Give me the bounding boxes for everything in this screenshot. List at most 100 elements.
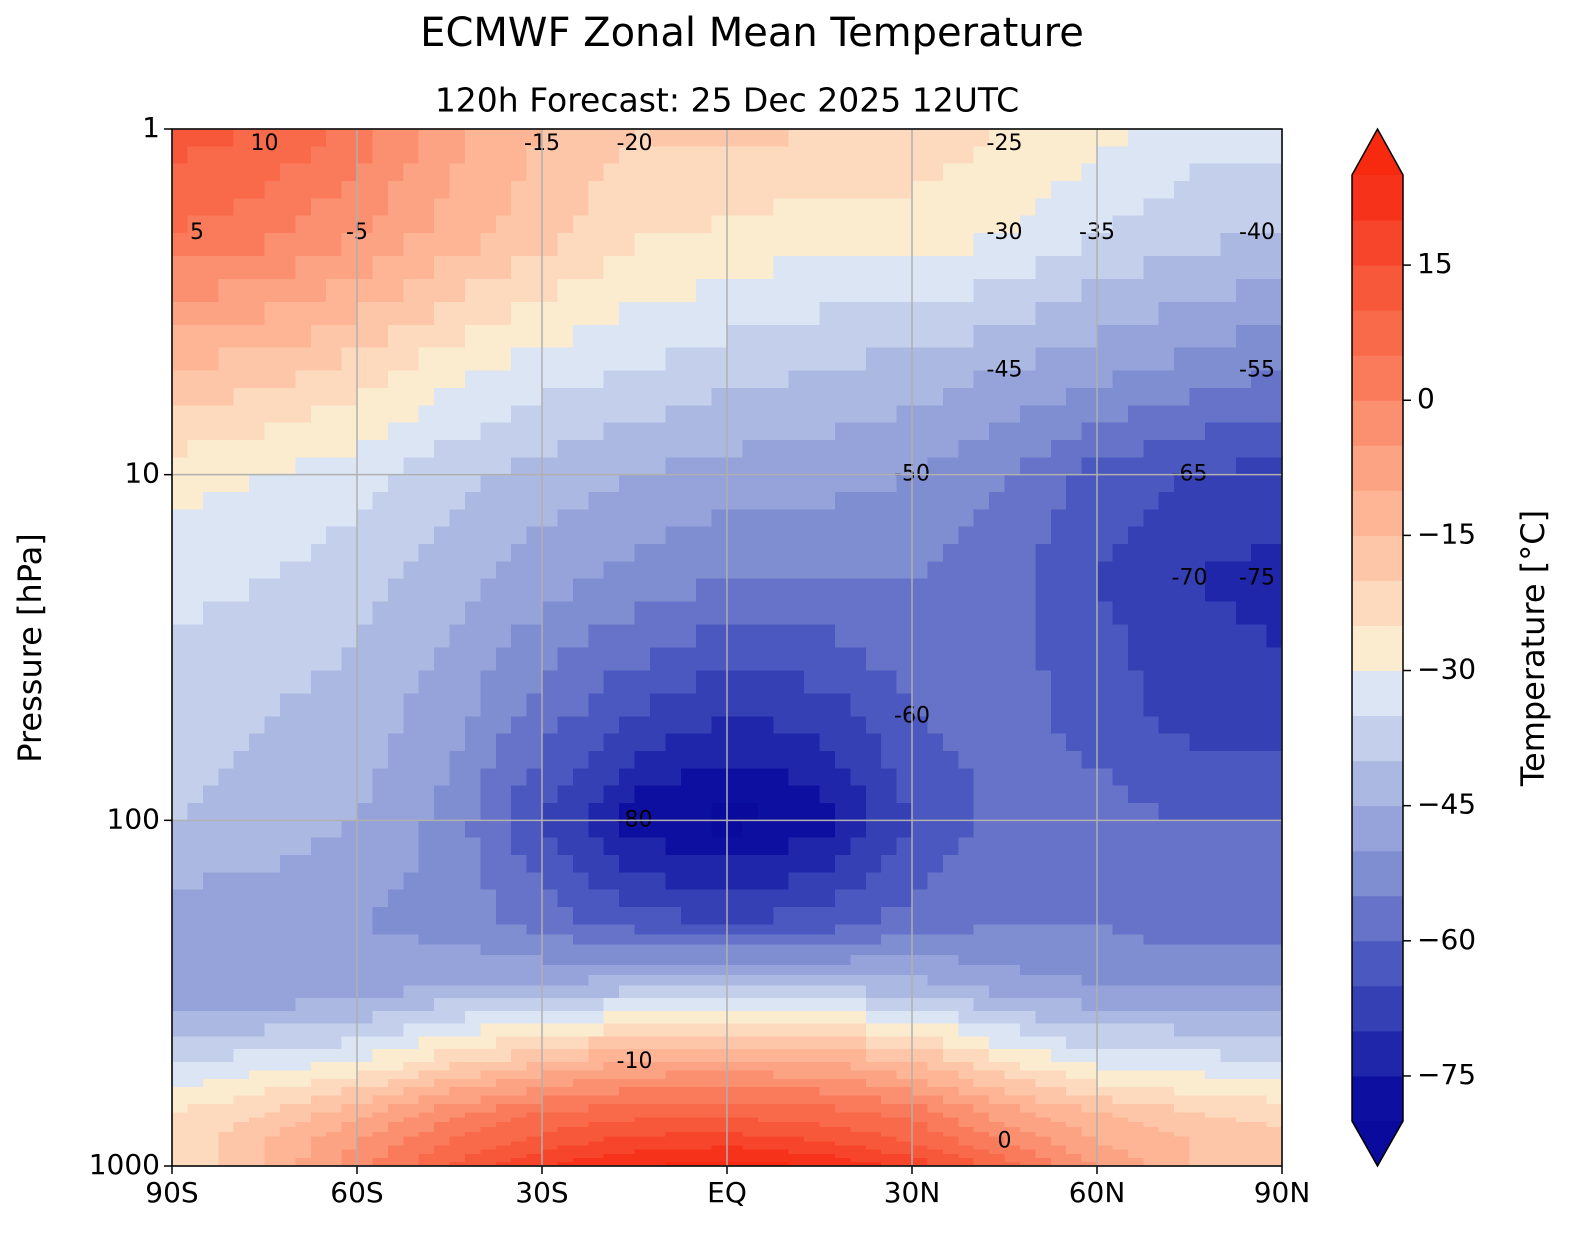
field-cell	[572, 1104, 589, 1114]
field-cell	[187, 370, 204, 389]
field-cell	[218, 278, 235, 303]
field-cell	[958, 670, 975, 694]
field-cell	[742, 647, 759, 672]
field-cell	[1019, 387, 1036, 406]
field-cell	[958, 1104, 975, 1114]
field-cell	[1066, 837, 1083, 856]
field-cell	[727, 964, 744, 976]
field-cell	[804, 1087, 821, 1097]
field-cell	[279, 1078, 296, 1088]
field-cell	[958, 1136, 975, 1143]
field-cell	[989, 1036, 1006, 1050]
field-cell	[1189, 647, 1206, 672]
field-cell	[958, 181, 975, 199]
field-cell	[665, 492, 682, 510]
field-cell	[1235, 1112, 1252, 1118]
field-cell	[1189, 998, 1206, 1012]
field-cell	[603, 872, 620, 891]
field-cell	[1143, 934, 1160, 946]
field-cell	[804, 820, 821, 839]
field-cell	[834, 733, 851, 752]
field-cell	[942, 1136, 959, 1143]
field-cell	[279, 1153, 296, 1159]
field-cell	[1097, 324, 1114, 349]
field-cell	[634, 750, 651, 769]
field-cell	[310, 1104, 327, 1114]
field-cell	[1019, 1095, 1036, 1105]
field-cell	[264, 624, 281, 649]
field-cell	[634, 347, 651, 372]
field-cell	[526, 1061, 543, 1071]
field-cell	[279, 492, 296, 510]
field-cell	[233, 1141, 250, 1147]
field-cell	[1035, 785, 1052, 804]
field-cell	[958, 578, 975, 603]
field-cell	[233, 422, 250, 441]
field-cell	[773, 750, 790, 769]
field-cell	[619, 872, 636, 891]
field-cell	[603, 1095, 620, 1105]
field-cell	[1204, 872, 1221, 891]
field-cell	[187, 1104, 204, 1114]
field-cell	[1004, 1117, 1021, 1123]
field-cell	[912, 439, 929, 458]
field-cell	[495, 1131, 512, 1138]
field-cell	[495, 457, 512, 476]
field-cell	[372, 1023, 389, 1037]
field-cell	[819, 1131, 836, 1138]
field-cell	[634, 1131, 651, 1138]
field-cell	[172, 872, 189, 891]
field-cell	[696, 578, 713, 603]
field-cell	[1251, 544, 1268, 562]
field-cell	[249, 964, 266, 976]
field-cell	[1143, 889, 1160, 908]
field-cell	[865, 601, 882, 626]
field-cell	[958, 1117, 975, 1123]
field-cell	[649, 255, 666, 280]
field-cell	[1050, 934, 1067, 946]
field-cell	[202, 768, 219, 787]
field-cell	[357, 324, 374, 349]
field-cell	[711, 944, 728, 956]
field-cell	[1066, 474, 1083, 493]
field-cell	[279, 998, 296, 1012]
field-cell	[449, 670, 466, 694]
field-cell	[233, 1136, 250, 1143]
field-cell	[1174, 129, 1191, 147]
field-cell	[557, 233, 574, 257]
field-cell	[680, 934, 697, 946]
field-cell	[773, 907, 790, 925]
field-cell	[1081, 1023, 1098, 1037]
field-cell	[572, 181, 589, 199]
field-cell	[742, 733, 759, 752]
field-cell	[233, 670, 250, 694]
field-cell	[249, 1161, 266, 1167]
field-cell	[742, 750, 759, 769]
field-cell	[1081, 998, 1098, 1012]
field-cell	[434, 985, 451, 999]
field-cell	[572, 750, 589, 769]
field-cell	[788, 802, 805, 821]
field-cell	[727, 1157, 744, 1163]
field-cell	[665, 975, 682, 986]
field-cell	[711, 889, 728, 908]
field-cell	[1158, 181, 1175, 199]
field-cell	[696, 1049, 713, 1063]
field-cell	[819, 647, 836, 672]
field-cell	[557, 750, 574, 769]
field-cell	[711, 422, 728, 441]
field-cell	[1174, 509, 1191, 528]
field-cell	[326, 1087, 343, 1097]
field-cell	[634, 233, 651, 257]
field-cell	[819, 163, 836, 182]
field-cell	[1189, 278, 1206, 303]
field-cell	[372, 163, 389, 182]
field-cell	[326, 601, 343, 626]
field-cell	[172, 985, 189, 999]
field-cell	[542, 1157, 559, 1163]
field-cell	[881, 474, 898, 493]
field-cell	[495, 934, 512, 946]
field-cell	[434, 1070, 451, 1080]
field-cell	[403, 907, 420, 925]
field-cell	[665, 544, 682, 562]
